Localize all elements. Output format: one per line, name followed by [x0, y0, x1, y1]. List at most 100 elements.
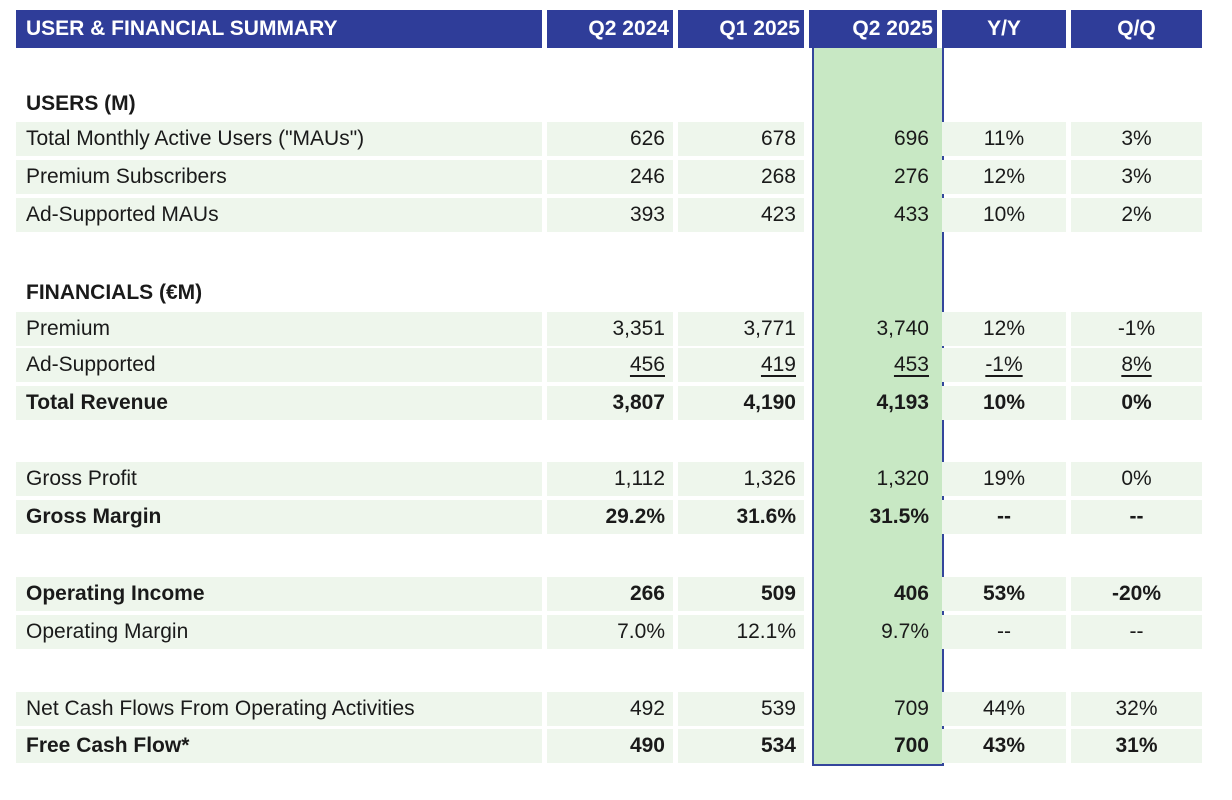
- table-row: Operating Margin 7.0% 12.1% 9.7% -- --: [16, 615, 1212, 649]
- cell-q2-2025: 700: [893, 734, 929, 757]
- cell-q2-2024: 626: [547, 122, 673, 156]
- column-header-q2-2025: Q2 2025: [809, 10, 937, 48]
- row-label: Premium: [16, 312, 542, 346]
- cell-q2-2024: 7.0%: [547, 615, 673, 649]
- row-label: Ad-Supported: [16, 348, 542, 382]
- cell-q2-2024: 246: [547, 160, 673, 194]
- table-row: Operating Income 266 509 406 53% -20%: [16, 577, 1212, 611]
- cell-yy: --: [942, 500, 1066, 534]
- table-row: Gross Profit 1,112 1,326 1,320 19% 0%: [16, 462, 1212, 496]
- cell-qq: 0%: [1071, 386, 1202, 420]
- row-label: Total Revenue: [16, 386, 542, 420]
- column-header-q1-2025: Q1 2025: [678, 10, 804, 48]
- cell-q1-2025: 423: [678, 198, 804, 232]
- cell-q2-2024: 29.2%: [547, 500, 673, 534]
- cell-yy: 10%: [942, 198, 1066, 232]
- cell-q2-2025: 4,193: [876, 391, 929, 414]
- cell-qq: --: [1071, 500, 1202, 534]
- row-label: Operating Margin: [16, 615, 542, 649]
- table-row: Total Monthly Active Users ("MAUs") 626 …: [16, 122, 1212, 156]
- cell-value: 8%: [1121, 353, 1152, 376]
- cell-q2-2024: 490: [547, 729, 673, 763]
- cell-q2-2025: 276: [893, 165, 929, 188]
- table-row: Ad-Supported 456 419 453 -1% 8%: [16, 348, 1212, 382]
- cell-q2-2025: 709: [893, 697, 929, 720]
- row-label: Net Cash Flows From Operating Activities: [16, 692, 542, 726]
- cell-q2-2025: 406: [893, 582, 929, 605]
- cell-q2-2024: 1,112: [547, 462, 673, 496]
- cell-value: 419: [760, 353, 796, 376]
- section-users: USERS (M): [16, 87, 1212, 121]
- cell-yy: 44%: [942, 692, 1066, 726]
- cell-yy: 53%: [942, 577, 1066, 611]
- cell-q1-2025: 534: [678, 729, 804, 763]
- table-row: Premium 3,351 3,771 3,740 12% -1%: [16, 312, 1212, 346]
- table-row: Total Revenue 3,807 4,190 4,193 10% 0%: [16, 386, 1212, 420]
- cell-q2-2024: 266: [547, 577, 673, 611]
- cell-value: 453: [893, 353, 929, 376]
- cell-q2-2024: 3,807: [547, 386, 673, 420]
- cell-q1-2025: 4,190: [678, 386, 804, 420]
- cell-value: 456: [629, 353, 665, 376]
- cell-qq: -20%: [1071, 577, 1202, 611]
- cell-q2-2025: 696: [893, 127, 929, 150]
- cell-q2-2025: 433: [893, 203, 929, 226]
- cell-yy: --: [942, 615, 1066, 649]
- column-header-yy: Y/Y: [942, 10, 1066, 48]
- cell-yy: 19%: [942, 462, 1066, 496]
- column-header-qq: Q/Q: [1071, 10, 1202, 48]
- cell-q1-2025: 419: [678, 348, 804, 382]
- row-label: Operating Income: [16, 577, 542, 611]
- cell-q2-2025: 1,320: [876, 467, 929, 490]
- cell-q1-2025: 3,771: [678, 312, 804, 346]
- cell-q2-2025: 453: [809, 348, 937, 382]
- cell-q1-2025: 509: [678, 577, 804, 611]
- cell-qq: 0%: [1071, 462, 1202, 496]
- table-row: Net Cash Flows From Operating Activities…: [16, 692, 1212, 726]
- current-quarter-highlight: [812, 48, 944, 766]
- section-heading: USERS (M): [26, 92, 136, 115]
- cell-q2-2024: 393: [547, 198, 673, 232]
- cell-qq: 3%: [1071, 160, 1202, 194]
- cell-qq: 2%: [1071, 198, 1202, 232]
- cell-qq: 32%: [1071, 692, 1202, 726]
- cell-q1-2025: 678: [678, 122, 804, 156]
- row-label: Premium Subscribers: [16, 160, 542, 194]
- cell-q1-2025: 539: [678, 692, 804, 726]
- cell-qq: 3%: [1071, 122, 1202, 156]
- cell-yy: 43%: [942, 729, 1066, 763]
- cell-q1-2025: 1,326: [678, 462, 804, 496]
- cell-value: -1%: [985, 353, 1023, 376]
- row-label: Free Cash Flow*: [16, 729, 542, 763]
- table-row: Gross Margin 29.2% 31.6% 31.5% -- --: [16, 500, 1212, 534]
- row-label: Ad-Supported MAUs: [16, 198, 542, 232]
- cell-q1-2025: 31.6%: [678, 500, 804, 534]
- cell-q2-2025: 9.7%: [881, 620, 929, 643]
- row-label: Gross Margin: [16, 500, 542, 534]
- cell-q2-2024: 492: [547, 692, 673, 726]
- cell-qq: -1%: [1071, 312, 1202, 346]
- cell-yy: 10%: [942, 386, 1066, 420]
- cell-yy: -1%: [942, 348, 1066, 382]
- cell-yy: 12%: [942, 160, 1066, 194]
- cell-qq: 31%: [1071, 729, 1202, 763]
- table-header: USER & FINANCIAL SUMMARY Q2 2024 Q1 2025…: [16, 10, 1202, 48]
- table-row: Premium Subscribers 246 268 276 12% 3%: [16, 160, 1212, 194]
- cell-q2-2025: 31.5%: [869, 505, 929, 528]
- table-row: Free Cash Flow* 490 534 700 43% 31%: [16, 729, 1212, 763]
- table-title: USER & FINANCIAL SUMMARY: [16, 10, 542, 48]
- section-financials: FINANCIALS (€M): [16, 276, 1212, 310]
- cell-q2-2025: 3,740: [876, 317, 929, 340]
- cell-q2-2024: 456: [547, 348, 673, 382]
- cell-qq: 8%: [1071, 348, 1202, 382]
- cell-q1-2025: 268: [678, 160, 804, 194]
- cell-qq: --: [1071, 615, 1202, 649]
- cell-yy: 11%: [942, 122, 1066, 156]
- row-label: Total Monthly Active Users ("MAUs"): [16, 122, 542, 156]
- cell-yy: 12%: [942, 312, 1066, 346]
- section-heading: FINANCIALS (€M): [26, 281, 203, 304]
- row-label: Gross Profit: [16, 462, 542, 496]
- column-header-q2-2024: Q2 2024: [547, 10, 673, 48]
- table-row: Ad-Supported MAUs 393 423 433 10% 2%: [16, 198, 1212, 232]
- cell-q1-2025: 12.1%: [678, 615, 804, 649]
